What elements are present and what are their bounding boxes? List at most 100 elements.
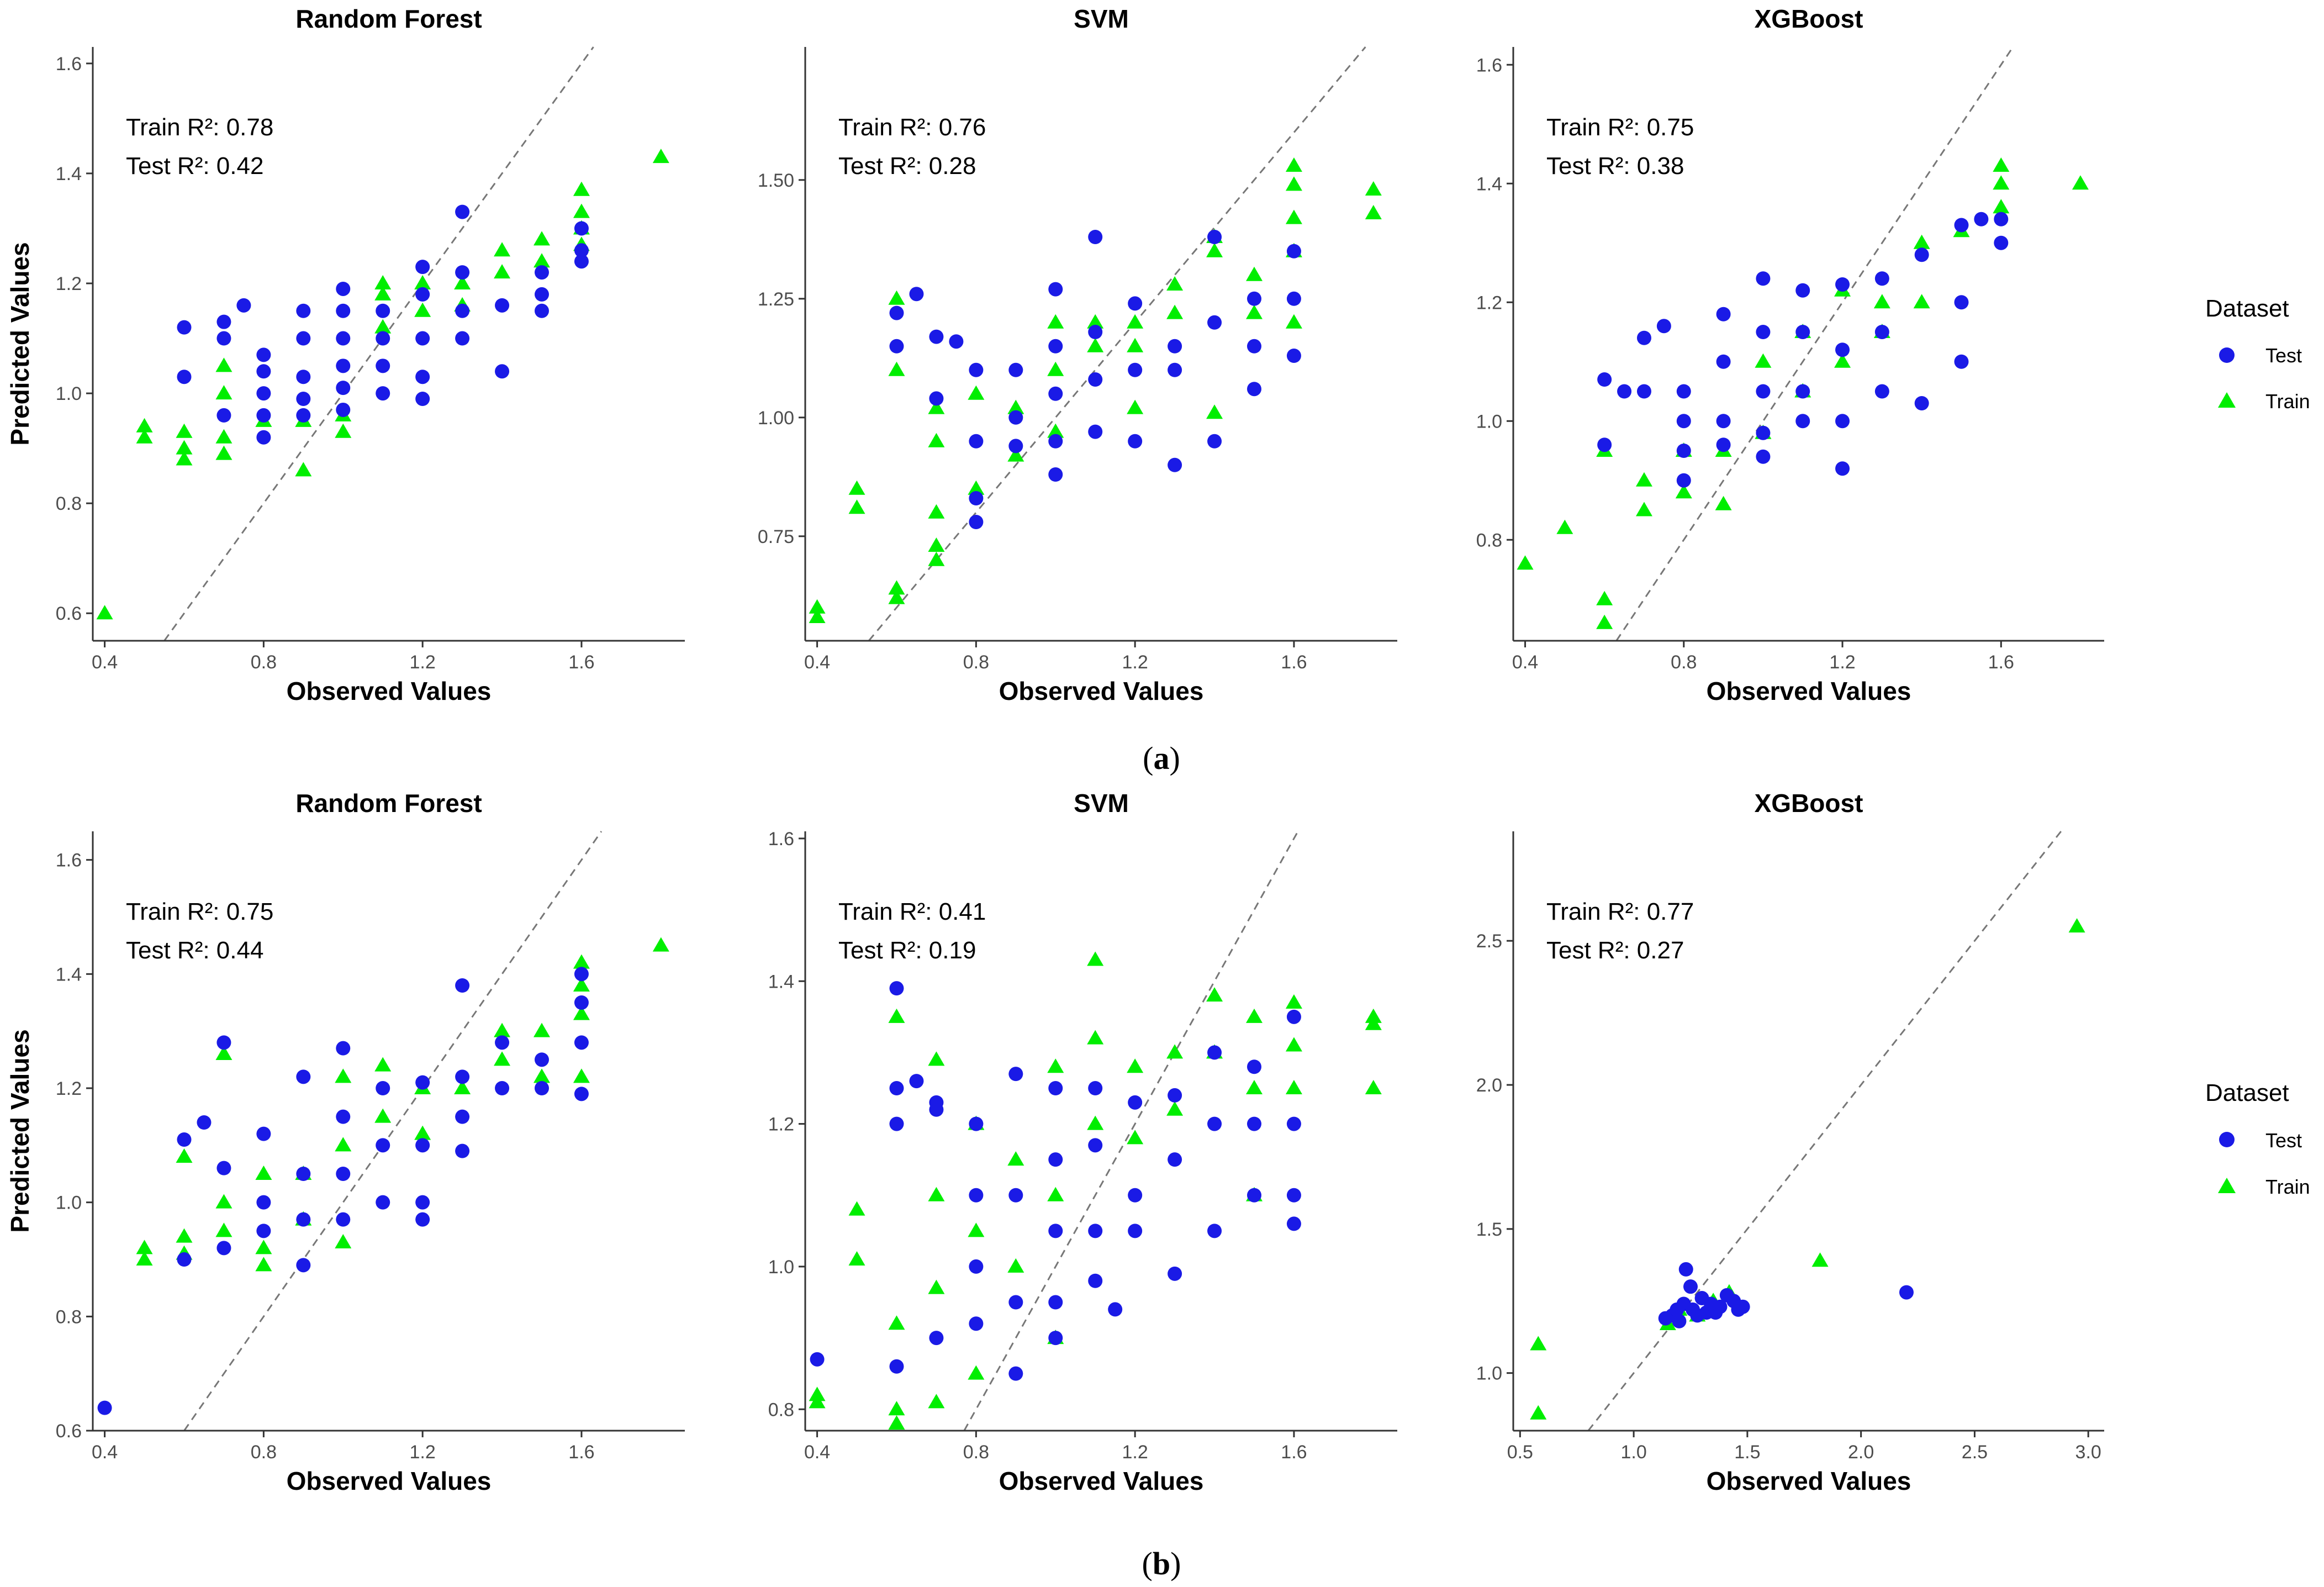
x-tick-label: 0.4 [804,652,830,673]
train-point [652,937,669,952]
train-point [1365,1080,1382,1094]
test-point [1048,1152,1063,1167]
legend-top: Dataset Test Train [2205,295,2310,413]
x-tick-label: 0.8 [1671,652,1697,673]
train-point [374,1108,392,1123]
test-point [1168,457,1182,472]
test-point [1974,212,1989,226]
train-point [1285,994,1302,1009]
x-tick-label: 0.8 [251,1442,277,1463]
test-point [336,402,351,417]
test-point [296,408,311,423]
test-point [1048,386,1063,401]
y-tick-label: 1.2 [56,273,82,294]
test-point [1207,1045,1222,1060]
test-point [1168,362,1182,377]
test-point [1636,384,1651,399]
y-tick-label: 2.0 [1476,1075,1502,1096]
train-point [374,1057,392,1072]
x-axis-label: Observed Values [999,677,1204,705]
test-point [256,430,271,445]
test-point [1246,1188,1261,1203]
train-point [573,181,590,196]
test-point [97,1400,112,1415]
x-tick-label: 1.6 [1988,652,2014,673]
legend-test-label: Test [2265,344,2302,367]
test-point [336,281,351,296]
train-point [136,1240,153,1254]
train-point [1530,1336,1547,1351]
x-tick-label: 0.4 [92,1442,118,1463]
train-point [888,589,905,604]
test-point [1048,1295,1063,1310]
test-point [1716,437,1731,452]
test-point [1048,282,1063,297]
legend-train-marker [2218,1178,2236,1193]
train-point [1365,1015,1382,1030]
legend-title: Dataset [2205,295,2289,322]
test-point [1286,1116,1301,1131]
train-point [96,605,113,620]
x-tick-label: 0.8 [963,1442,989,1463]
train-point [255,1166,272,1180]
test-point [574,1035,589,1050]
test-point [1207,230,1222,244]
test-point [1168,1152,1182,1167]
panel-title: XGBoost [1755,4,1863,33]
x-tick-label: 0.4 [1512,652,1538,673]
train-point [136,418,153,433]
panel-6: XGBoost 0.5 1.0 1.5 2.0 2.5 3.0 1.0 1.5 2.0 2.5 Obs… [1476,789,2104,1495]
y-tick-label: 0.8 [56,1306,82,1327]
test-point [1756,425,1771,440]
train-point [1993,175,2010,190]
test-point [1128,1188,1143,1203]
test-point [1048,434,1063,449]
test-point [1048,1224,1063,1238]
r2-annotation: Test R²: 0.38 [1546,152,1684,180]
test-point [455,204,470,219]
test-point [296,1167,311,1181]
y-axis-label: Predicted Values [6,242,34,445]
train-point [374,319,392,334]
train-point [215,445,233,460]
x-axis-label: Observed Values [1707,1467,1911,1495]
test-point [949,334,964,349]
y-tick-label: 1.6 [768,829,794,850]
panel-title: SVM [1074,789,1129,818]
test-point [216,408,231,423]
panel-title: Random Forest [295,789,482,818]
test-point [216,1035,231,1050]
train-point [573,977,590,992]
test-point [336,303,351,318]
legend-bottom: Dataset Test Train [2205,1079,2310,1198]
x-tick-label: 0.4 [804,1442,830,1463]
train-point [494,1022,511,1037]
y-tick-label: 0.75 [758,526,794,547]
test-point [1008,1067,1023,1082]
y-tick-label: 1.4 [56,164,82,184]
test-point [1286,1009,1301,1024]
train-point [1047,423,1064,438]
train-point [1206,987,1223,1002]
train-point [573,1068,590,1083]
train-point [414,302,431,317]
test-point [455,1069,470,1084]
test-point [534,1081,549,1095]
test-point [1008,1366,1023,1381]
train-point [928,1051,945,1066]
legend-test-marker [2219,1132,2235,1147]
y-tick-label: 1.0 [1476,1363,1502,1384]
test-point [1286,244,1301,259]
y-tick-label: 0.8 [1476,530,1502,551]
train-point [1206,404,1223,419]
y-tick-label: 1.4 [768,971,794,992]
legend-test-label: Test [2265,1129,2302,1152]
x-tick-label: 0.5 [1507,1442,1533,1463]
test-point [1128,1095,1143,1110]
y-tick-label: 1.4 [56,964,82,985]
test-point [296,1258,311,1273]
test-point [1286,1216,1301,1231]
test-point [296,331,311,346]
train-point [888,580,905,595]
test-point [1735,1299,1750,1314]
